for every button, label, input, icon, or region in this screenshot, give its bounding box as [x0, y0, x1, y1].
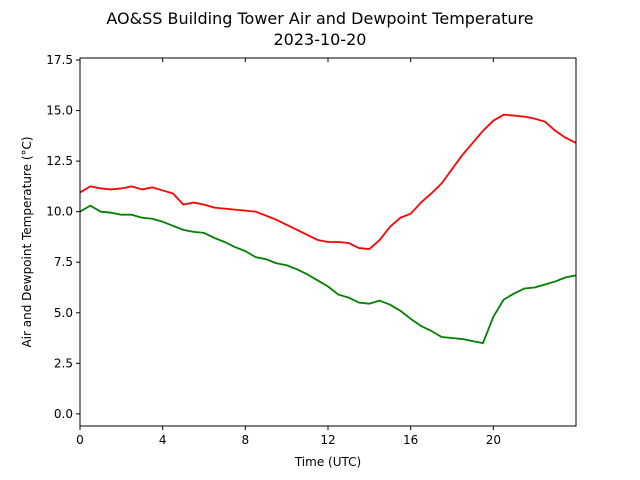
y-tick-label: 12.5: [46, 154, 73, 168]
x-tick-label: 4: [159, 433, 167, 447]
series-line-1: [79, 204, 577, 345]
y-tick-label: 10.0: [46, 205, 73, 219]
x-tick-label: 0: [76, 433, 84, 447]
y-axis: 0.0 2.5 5.0 7.5 10.0 12.5 15.0 17.5: [46, 53, 80, 421]
x-tick-label: 20: [486, 433, 501, 447]
y-tick-label: 0.0: [54, 407, 73, 421]
x-axis-label: Time (UTC): [294, 455, 361, 469]
x-tick-label: 16: [403, 433, 418, 447]
y-tick-label: 5.0: [54, 306, 73, 320]
y-tick-label: 7.5: [54, 255, 73, 269]
x-tick-label: 8: [242, 433, 250, 447]
series-line-0: [79, 113, 577, 250]
chart-title: AO&SS Building Tower Air and Dewpoint Te…: [106, 9, 533, 28]
y-axis-label: Air and Dewpoint Temperature (°C): [20, 136, 34, 347]
y-tick-label: 15.0: [46, 104, 73, 118]
x-axis: 0 4 8 12 16 20: [76, 58, 501, 447]
x-tick-label: 12: [320, 433, 335, 447]
chart-subtitle: 2023-10-20: [274, 30, 367, 49]
y-tick-label: 2.5: [54, 356, 73, 370]
plot-lines: [79, 113, 577, 345]
y-tick-label: 17.5: [46, 53, 73, 67]
